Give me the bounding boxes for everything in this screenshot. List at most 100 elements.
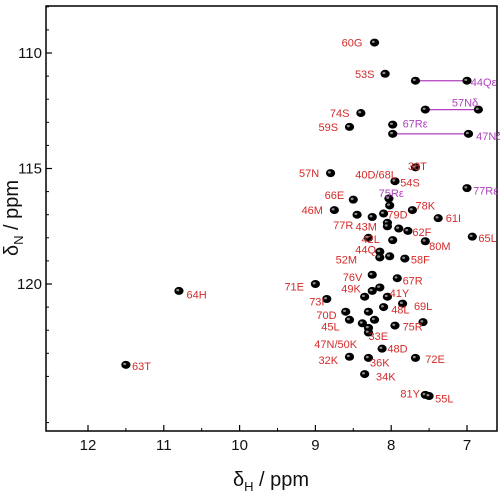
peak-mark [174, 286, 184, 295]
peak-mark-highlight [396, 226, 400, 229]
peak-label-79d: 79D [387, 210, 407, 222]
peak-mark-highlight [380, 305, 384, 308]
sidechain-peak [473, 105, 483, 114]
peak-label-47n-50k: 47N/50K [314, 339, 357, 351]
sidechain-peak [420, 105, 430, 114]
peak-mark-highlight [359, 321, 363, 324]
peak-mark [394, 224, 404, 233]
peak-mark [420, 237, 430, 246]
x-axis-title-sub: H [244, 479, 253, 494]
sidechain-peak [462, 184, 472, 193]
peak-mark-highlight [312, 282, 316, 285]
peak-label-46m: 46M [302, 205, 323, 217]
peak-label-70d: 70D [316, 310, 336, 322]
peak-mark-highlight [327, 171, 331, 174]
peak-mark [377, 344, 387, 353]
peak-mark [418, 318, 428, 327]
peak-mark-highlight [369, 272, 373, 276]
peak-mark-highlight [405, 228, 409, 232]
sidechain-peak-highlight [464, 186, 468, 189]
sidechain-peak [410, 76, 421, 85]
peak-mark [390, 177, 400, 186]
peak-mark-highlight [123, 362, 127, 366]
peak-mark-highlight [176, 288, 180, 292]
peak-mark [369, 38, 380, 47]
peak-label-69l: 69L [414, 301, 432, 313]
x-axis-title-unit: / ppm [253, 469, 309, 491]
peak-label-76v: 76V [343, 272, 363, 284]
peak-mark-highlight [384, 294, 388, 298]
x-tick-label: 8 [387, 437, 395, 454]
peak-mark-highlight [435, 216, 439, 219]
y-axis-title-sub: N [11, 236, 26, 245]
peak-mark-highlight [379, 346, 383, 350]
peak-mark [410, 353, 421, 362]
y-axis-title-main: δ [1, 245, 23, 256]
peak-mark [380, 69, 390, 78]
peak-mark-highlight [386, 254, 390, 257]
peak-label-57n: 57N [299, 168, 319, 180]
peak-mark [397, 299, 408, 308]
peak-mark-highlight [358, 111, 362, 114]
sidechain-peak [388, 129, 398, 138]
sidechain-peak-highlight [422, 107, 426, 110]
peak-mark [369, 315, 380, 324]
peak-mark-highlight [365, 355, 369, 359]
peak-mark [360, 370, 370, 379]
peak-label-64h: 64H [187, 289, 207, 301]
peak-mark [392, 274, 402, 283]
peak-label-58f: 58F [411, 255, 430, 267]
peak-mark-highlight [394, 276, 398, 279]
x-tick-label: 9 [311, 437, 319, 454]
peak-mark [344, 315, 355, 324]
peak-mark-highlight [426, 394, 430, 397]
peak-label-52m: 52M [336, 255, 357, 267]
peak-mark [467, 232, 477, 241]
peak-mark-highlight [420, 320, 424, 323]
peak-label-72e: 72E [425, 354, 445, 366]
sidechain-label: 67Rε [403, 118, 428, 130]
peak-mark [348, 195, 358, 204]
peak-mark-highlight [409, 208, 413, 211]
sidechain-label: 75Rε [379, 188, 404, 200]
peak-mark [382, 292, 393, 301]
peak-label-60g: 60G [342, 38, 363, 50]
peak-label-45l: 45L [321, 322, 339, 334]
peak-marks [121, 38, 483, 401]
peak-mark-highlight [361, 294, 365, 298]
peak-label-36k: 36K [370, 358, 390, 370]
peak-mark [424, 392, 434, 401]
peak-mark-highlight [412, 355, 416, 359]
peak-mark-highlight [377, 249, 381, 253]
sidechain-label: 77Rε [473, 185, 498, 197]
peak-mark [379, 303, 389, 312]
peak-label-78k: 78K [415, 200, 435, 212]
peak-label-33e: 33E [368, 331, 388, 343]
x-tick-label: 12 [80, 437, 97, 454]
peak-label-49k: 49K [341, 284, 361, 296]
peak-label-67r: 67R [403, 276, 423, 288]
peak-mark [375, 253, 385, 262]
x-tick-label: 10 [231, 437, 248, 454]
peak-mark [433, 214, 443, 223]
sidechain-peak-highlight [390, 122, 394, 126]
peak-mark [385, 252, 395, 261]
peak-label-32k: 32K [319, 355, 339, 367]
peak-mark [382, 222, 393, 231]
sidechain-peak [388, 120, 398, 129]
x-tick-label: 7 [463, 437, 471, 454]
peak-mark [407, 206, 418, 215]
peak-mark-highlight [384, 224, 388, 227]
peak-mark [341, 307, 351, 316]
peak-label-59s: 59S [319, 122, 339, 134]
peak-mark-highlight [343, 309, 347, 313]
peak-mark-highlight [377, 255, 381, 258]
sidechain-peak [462, 76, 472, 85]
peak-mark [403, 226, 413, 235]
peak-mark-highlight [369, 288, 373, 292]
sidechain-peak [463, 129, 474, 138]
peak-mark-highlight [324, 297, 328, 300]
peak-label-61i: 61I [446, 213, 461, 225]
peak-mark-highlight [369, 215, 373, 218]
